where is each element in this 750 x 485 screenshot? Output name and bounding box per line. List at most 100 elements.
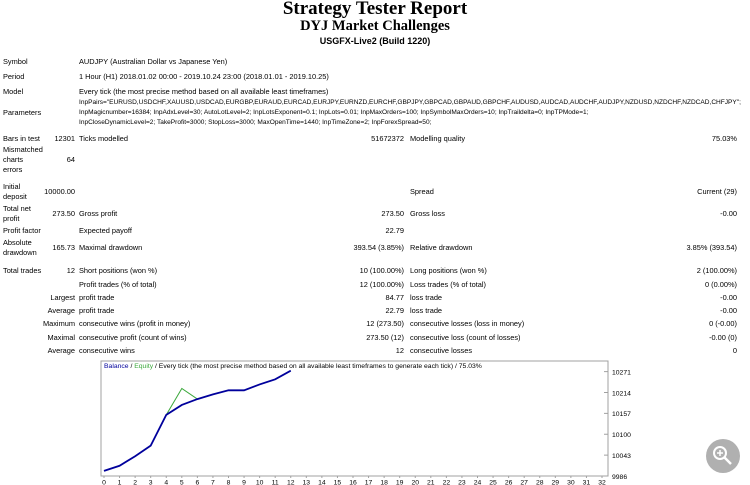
row-value: 12301 (54, 134, 75, 144)
chart-legend: Balance / Equity / Every tick (the most … (104, 363, 482, 370)
row-value: 22.79 (385, 226, 405, 236)
row-label: Long positions (won %) (410, 266, 487, 276)
x-tick-label: 18 (380, 479, 388, 485)
x-tick-label: 30 (567, 479, 575, 485)
zoom-button[interactable] (706, 439, 740, 473)
report-subtitle: DYJ Market Challenges (300, 18, 450, 34)
row-label: Relative drawdown (410, 243, 473, 253)
row-label: Loss trades (% of total) (410, 280, 486, 290)
row-qualifier: Average (47, 306, 75, 316)
row-label: Short positions (won %) (79, 266, 158, 276)
row-label: Symbol (3, 57, 28, 67)
x-tick-label: 8 (227, 479, 231, 485)
x-tick-label: 17 (365, 479, 373, 485)
row-value: 273.50 (381, 209, 404, 219)
row-value: 273.50 (12) (366, 333, 404, 343)
y-tick-label: 10271 (612, 369, 631, 376)
row-text: AUDJPY (Australian Dollar vs Japanese Ye… (79, 57, 228, 67)
row-label: Gross profit (79, 209, 118, 219)
x-tick-label: 6 (195, 479, 199, 485)
row-value: 12 (66, 266, 75, 276)
x-tick-label: 28 (536, 479, 544, 485)
x-tick-label: 25 (489, 479, 497, 485)
row-text: Every tick (the most precise method base… (79, 87, 329, 97)
x-tick-label: 22 (443, 479, 451, 485)
row-label: Total trades (3, 266, 42, 276)
row-value: -0.00 (720, 306, 737, 316)
y-tick-label: 10100 (612, 432, 631, 439)
row-value: 165.73 (52, 243, 75, 253)
x-tick-label: 1 (118, 479, 122, 485)
row-label: consecutive loss (count of losses) (410, 333, 521, 343)
row-qualifier: Maximum (42, 319, 75, 329)
row-label: Modelling quality (410, 134, 466, 144)
row-value: 84.77 (385, 293, 405, 303)
y-tick-label: 10043 (612, 453, 631, 460)
row-label: loss trade (410, 306, 443, 316)
zoom-lens (713, 446, 727, 460)
row-label: consecutive wins (79, 346, 135, 356)
row-qualifier: Maximal (47, 333, 75, 343)
row-text: InpPairs="EURUSD,USDCHF,XAUUSD,USDCAD,EU… (79, 99, 741, 107)
row-label: Period (3, 72, 25, 82)
x-tick-label: 9 (242, 479, 246, 485)
row-label: Gross loss (410, 209, 445, 219)
y-tick-label: 10157 (612, 411, 631, 418)
x-tick-label: 10 (256, 479, 264, 485)
x-tick-label: 20 (411, 479, 419, 485)
row-value: 393.54 (3.85%) (353, 243, 404, 253)
row-label: drawdown (3, 248, 37, 257)
x-tick-label: 27 (520, 479, 528, 485)
row-label: Ticks modelled (79, 134, 129, 144)
x-tick-label: 19 (396, 479, 404, 485)
y-tick-label: 10214 (612, 390, 631, 397)
row-text: 1 Hour (H1) 2018.01.02 00:00 - 2019.10.2… (79, 72, 329, 82)
row-label: consecutive wins (profit in money) (79, 319, 191, 329)
row-label: Maximal drawdown (79, 243, 143, 253)
row-label: Profit trades (% of total) (79, 280, 157, 290)
row-value: -0.00 (0) (709, 333, 737, 343)
row-qualifier: Largest (50, 293, 75, 303)
x-tick-label: 12 (287, 479, 295, 485)
x-tick-label: 3 (149, 479, 153, 485)
row-value: 64 (66, 155, 75, 165)
row-label: Mismatched (3, 145, 43, 155)
row-value: 3.85% (393.54) (686, 243, 737, 253)
row-label: Model (3, 87, 24, 97)
x-tick-label: 24 (474, 479, 482, 485)
row-value: 12 (100.00%) (359, 280, 404, 290)
row-value: 12 (273.50) (366, 319, 404, 329)
x-tick-label: 7 (211, 479, 215, 485)
legend-separator: / (155, 363, 157, 370)
row-value: 0 (0.00%) (704, 280, 737, 290)
row-value: 273.50 (52, 209, 75, 219)
row-value: -0.00 (720, 293, 737, 303)
row-label: Total net (3, 204, 31, 214)
x-tick-label: 13 (303, 479, 311, 485)
server-name: USGFX-Live2 (Build 1220) (319, 36, 431, 46)
row-label: profit trade (79, 306, 115, 316)
legend-quality: 75.03% (459, 363, 482, 370)
legend-entry: Balance (104, 363, 129, 370)
x-tick-label: 23 (458, 479, 466, 485)
x-tick-label: 26 (505, 479, 513, 485)
row-value: 10 (100.00%) (359, 266, 404, 276)
row-label: deposit (3, 192, 27, 201)
row-label: profit trade (79, 293, 115, 303)
row-text: InpMagicnumber=16384; InpAdxLevel=30; Au… (79, 109, 589, 117)
x-tick-label: 5 (180, 479, 184, 485)
row-label: Absolute (3, 238, 32, 248)
row-label: errors (3, 164, 23, 174)
row-value: 75.03% (711, 134, 737, 144)
x-tick-label: 0 (102, 479, 106, 485)
row-label: consecutive losses (410, 346, 473, 356)
row-value: 10000.00 (44, 187, 75, 197)
zoom-icon[interactable] (706, 439, 740, 473)
x-tick-label: 14 (318, 479, 326, 485)
x-tick-label: 2 (133, 479, 137, 485)
report-title: Strategy Tester Report (282, 0, 468, 19)
row-label: consecutive losses (loss in money) (410, 319, 525, 329)
x-tick-label: 4 (164, 479, 168, 485)
x-tick-label: 29 (552, 479, 560, 485)
